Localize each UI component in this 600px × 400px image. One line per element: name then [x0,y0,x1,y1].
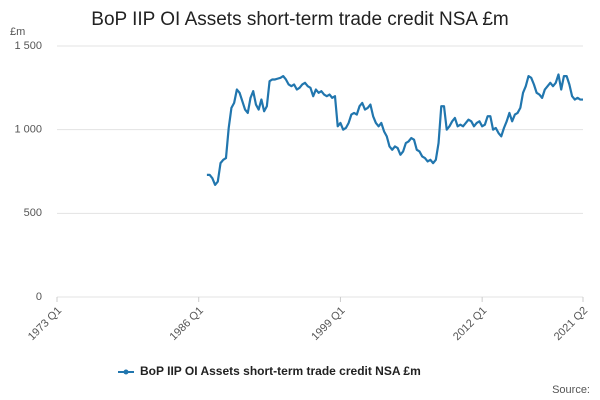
y-tick-label: 1 000 [14,124,42,136]
x-tick-label: 1986 Q1 [168,305,206,343]
chart-title: BoP IIP OI Assets short-term trade credi… [91,9,508,30]
y-unit: £m [10,26,25,38]
legend-label: BoP IIP OI Assets short-term trade credi… [140,364,421,378]
legend-marker [123,369,129,375]
y-tick-label: 0 [36,291,42,303]
y-tick-label: 500 [24,207,42,219]
x-tick-label: 2021 Q2 [552,305,590,343]
source: Source: [552,384,590,396]
x-tick-label: 1973 Q1 [26,305,64,343]
y-tick-label: 1 500 [14,40,42,52]
data-line [206,73,583,186]
x-tick-label: 2012 Q1 [451,305,489,343]
x-tick-label: 1999 Q1 [309,305,347,343]
